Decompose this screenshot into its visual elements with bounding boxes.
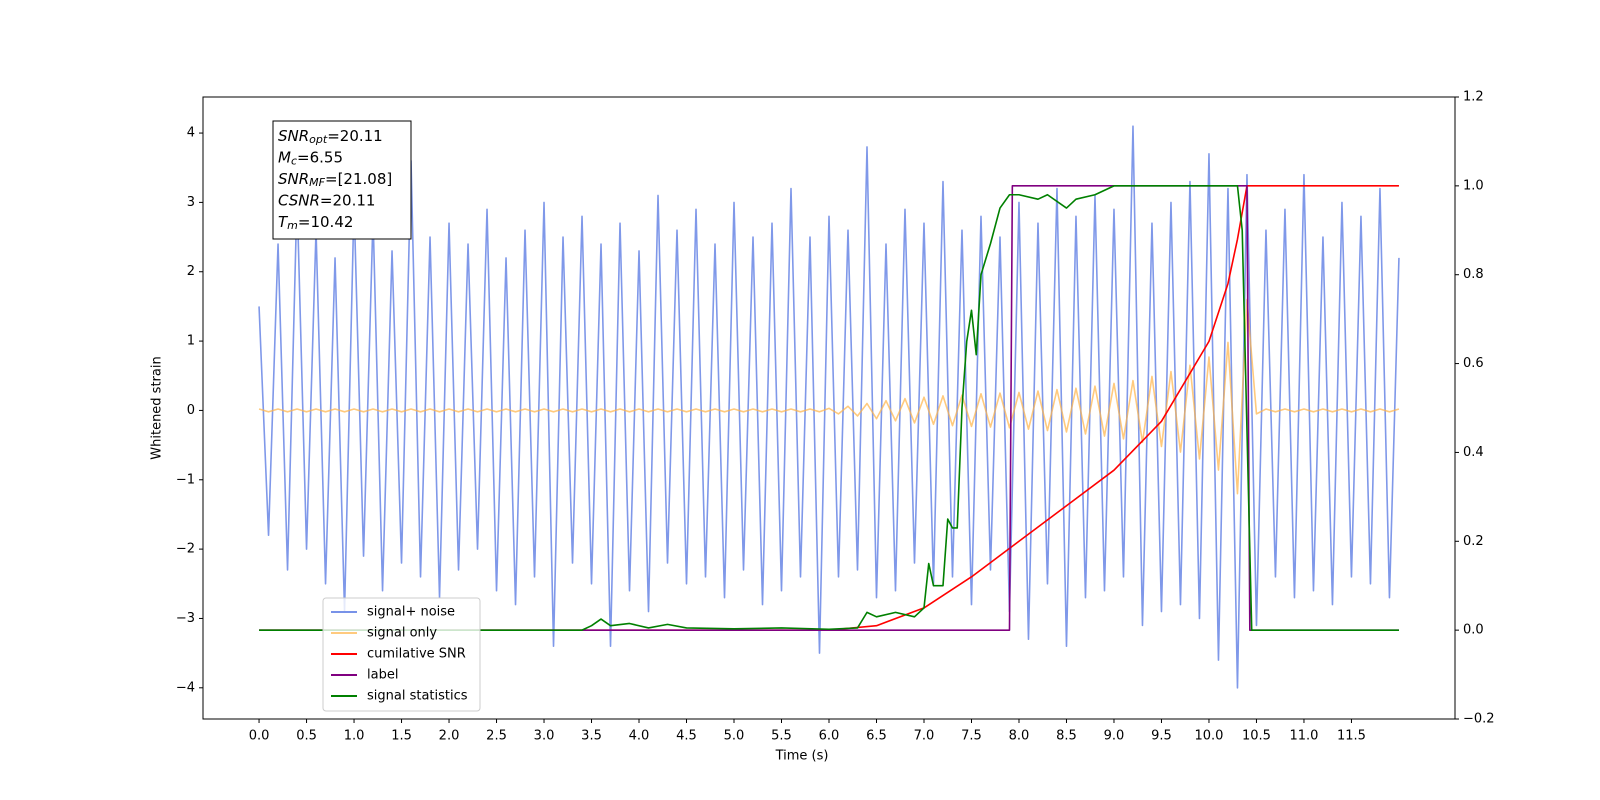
y2-tick-label: 1.0 bbox=[1463, 178, 1484, 193]
legend-label: signal statistics bbox=[367, 689, 468, 704]
x-tick-label: 2.0 bbox=[439, 729, 460, 744]
x-tick-label: 1.0 bbox=[344, 729, 365, 744]
annotation-line: Tm=10.42 bbox=[278, 213, 353, 233]
x-tick-label: 6.5 bbox=[866, 729, 887, 744]
x-tick-label: 10.5 bbox=[1242, 729, 1271, 744]
annotation-box bbox=[272, 120, 412, 240]
x-tick-label: 4.0 bbox=[629, 729, 650, 744]
annotation-subscript: MF bbox=[309, 176, 325, 189]
annotation-subscript: c bbox=[291, 155, 297, 168]
legend-box bbox=[322, 597, 481, 712]
annotation-symbol: T bbox=[278, 213, 289, 231]
x-tick-label: 9.5 bbox=[1151, 729, 1172, 744]
y-axis-label: Whitened strain bbox=[150, 356, 165, 459]
series-line bbox=[258, 125, 1400, 689]
x-tick-label: 0.0 bbox=[249, 729, 270, 744]
annotation-value: =20.11 bbox=[320, 191, 376, 209]
annotation: SNRopt=20.11Mc=6.55SNRMF=[21.08]CSNR=20.… bbox=[272, 120, 412, 240]
y2-tick-label: 1.2 bbox=[1463, 90, 1484, 105]
x-tick-label: 3.0 bbox=[534, 729, 555, 744]
legend-label: label bbox=[367, 668, 398, 683]
annotation-line: SNRMF=[21.08] bbox=[278, 170, 392, 190]
annotation-symbol: M bbox=[278, 148, 291, 166]
x-tick-label: 6.0 bbox=[819, 729, 840, 744]
y2-tick-label: 0.4 bbox=[1463, 445, 1484, 460]
x-tick-label: 11.5 bbox=[1337, 729, 1366, 744]
series-line bbox=[259, 185, 1399, 631]
x-tick-label: 5.0 bbox=[724, 729, 745, 744]
y2-tick-label: 0.6 bbox=[1463, 356, 1484, 371]
x-tick-label: 11.0 bbox=[1289, 729, 1318, 744]
x-tick-label: 5.5 bbox=[771, 729, 792, 744]
annotation-line: CSNR=20.11 bbox=[278, 191, 375, 209]
annotation-value: =6.55 bbox=[297, 148, 343, 166]
series-line bbox=[259, 185, 1399, 631]
annotation-symbol: CSNR bbox=[278, 191, 320, 209]
annotation-line: Mc=6.55 bbox=[278, 148, 343, 168]
x-tick-label: 7.5 bbox=[961, 729, 982, 744]
legend-label: signal only bbox=[367, 626, 437, 641]
x-tick-label: 7.0 bbox=[914, 729, 935, 744]
x-tick-label: 1.5 bbox=[391, 729, 412, 744]
x-tick-label: 9.0 bbox=[1104, 729, 1125, 744]
x-tick-label: 8.5 bbox=[1056, 729, 1077, 744]
annotation-subscript: m bbox=[287, 219, 298, 232]
y2-tick-label: 0.8 bbox=[1463, 267, 1484, 282]
x-tick-label: 3.5 bbox=[581, 729, 602, 744]
y2-tick-label: 0.0 bbox=[1463, 623, 1484, 638]
x-axis-label: Time (s) bbox=[775, 749, 829, 764]
y-tick-label: 0 bbox=[187, 403, 195, 418]
y-tick-label: 1 bbox=[187, 334, 195, 349]
y-tick-label: 2 bbox=[187, 264, 195, 279]
legend-label: signal+ noise bbox=[367, 605, 455, 620]
annotation-value: =10.42 bbox=[298, 213, 354, 231]
x-tick-label: 4.5 bbox=[676, 729, 697, 744]
y2-tick-label: 0.2 bbox=[1463, 534, 1484, 549]
y-tick-label: −4 bbox=[176, 680, 195, 695]
y-tick-label: −2 bbox=[176, 542, 195, 557]
y2-tick-label: −0.2 bbox=[1463, 712, 1495, 727]
y-tick-label: 4 bbox=[187, 126, 195, 141]
annotation-symbol: SNR bbox=[278, 127, 309, 145]
x-tick-label: 0.5 bbox=[296, 729, 317, 744]
annotation-value: =[21.08] bbox=[325, 170, 392, 188]
annotation-subscript: opt bbox=[309, 133, 328, 146]
legend-label: cumilative SNR bbox=[367, 647, 466, 662]
x-tick-label: 2.5 bbox=[486, 729, 507, 744]
y-tick-label: 3 bbox=[187, 195, 195, 210]
series-line bbox=[258, 298, 1400, 495]
y-tick-label: −3 bbox=[176, 611, 195, 626]
annotation-symbol: SNR bbox=[278, 170, 309, 188]
annotation-value: =20.11 bbox=[327, 127, 383, 145]
x-tick-label: 10.0 bbox=[1194, 729, 1223, 744]
legend: signal+ noise signal only cumilative SNR la… bbox=[322, 597, 481, 712]
y-tick-label: −1 bbox=[176, 472, 195, 487]
annotation-line: SNRopt=20.11 bbox=[278, 127, 383, 147]
x-tick-label: 8.0 bbox=[1009, 729, 1030, 744]
